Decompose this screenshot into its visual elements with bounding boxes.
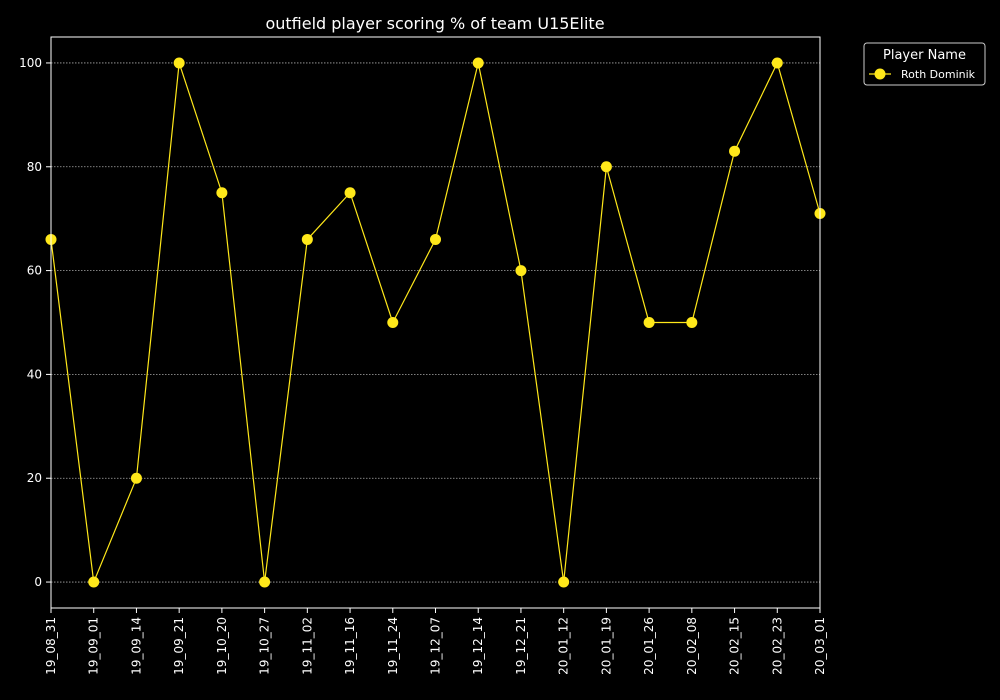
x-tick-label: 20_02_23 xyxy=(770,617,784,675)
x-tick-label: 20_03_01 xyxy=(813,617,827,675)
x-tick-label: 19_11_02 xyxy=(300,617,314,675)
x-tick-label: 19_10_20 xyxy=(215,617,229,675)
data-point xyxy=(301,233,313,245)
data-point xyxy=(216,187,228,199)
y-tick-label: 20 xyxy=(27,471,42,485)
x-tick-label: 20_01_12 xyxy=(557,617,571,675)
x-tick-label: 19_11_24 xyxy=(386,617,400,675)
x-tick-label: 19_12_21 xyxy=(514,617,528,675)
x-tick-label: 20_02_15 xyxy=(728,617,742,675)
plot-frame xyxy=(50,36,821,609)
data-point xyxy=(173,57,185,69)
legend-label: Roth Dominik xyxy=(901,68,976,81)
data-point xyxy=(130,472,142,484)
data-point xyxy=(472,57,484,69)
x-axis: 19_08_31 19_09_01 19_09_14 19_09_21 19_10_20… xyxy=(44,608,827,675)
data-point xyxy=(88,576,100,588)
x-tick-label: 19_11_16 xyxy=(343,617,357,675)
data-point xyxy=(259,576,271,588)
legend-box xyxy=(863,42,986,86)
legend-title: Player Name xyxy=(883,48,966,63)
x-tick-label: 19_10_27 xyxy=(258,617,272,675)
legend-dot-marker xyxy=(874,68,886,80)
y-tick-label: 100 xyxy=(19,56,42,70)
x-tick-label: 19_09_21 xyxy=(172,617,186,675)
legend: Player Name Roth Dominik xyxy=(863,42,986,86)
x-tick-label: 20_01_26 xyxy=(642,617,656,675)
x-tick-label: 19_12_07 xyxy=(429,617,443,675)
data-point xyxy=(558,576,570,588)
data-point xyxy=(686,317,698,328)
data-point xyxy=(600,161,612,173)
y-tick-label: 60 xyxy=(27,264,42,278)
y-tick-label: 0 xyxy=(34,575,42,589)
x-tick-label: 19_09_01 xyxy=(87,617,101,675)
data-point xyxy=(515,265,527,277)
grid-lines xyxy=(51,62,820,583)
y-tick-label: 40 xyxy=(27,367,42,381)
x-tick-label: 20_01_19 xyxy=(599,617,613,675)
x-tick-label: 19_12_14 xyxy=(471,617,485,675)
data-point xyxy=(643,317,655,328)
x-tick-label: 19_09_14 xyxy=(129,617,143,675)
data-point xyxy=(387,317,399,328)
series-layer xyxy=(45,57,826,588)
data-point xyxy=(344,187,356,199)
y-tick-label: 80 xyxy=(27,160,42,174)
series-line xyxy=(50,61,821,585)
x-tick-label: 20_02_08 xyxy=(685,617,699,675)
x-tick-label: 19_08_31 xyxy=(44,617,58,675)
y-axis: 0 20 40 60 80 100 xyxy=(19,56,51,589)
data-point xyxy=(430,233,441,245)
data-point xyxy=(771,57,783,69)
chart-title: outfield player scoring % of team U15Eli… xyxy=(265,14,604,33)
data-point xyxy=(729,145,741,157)
